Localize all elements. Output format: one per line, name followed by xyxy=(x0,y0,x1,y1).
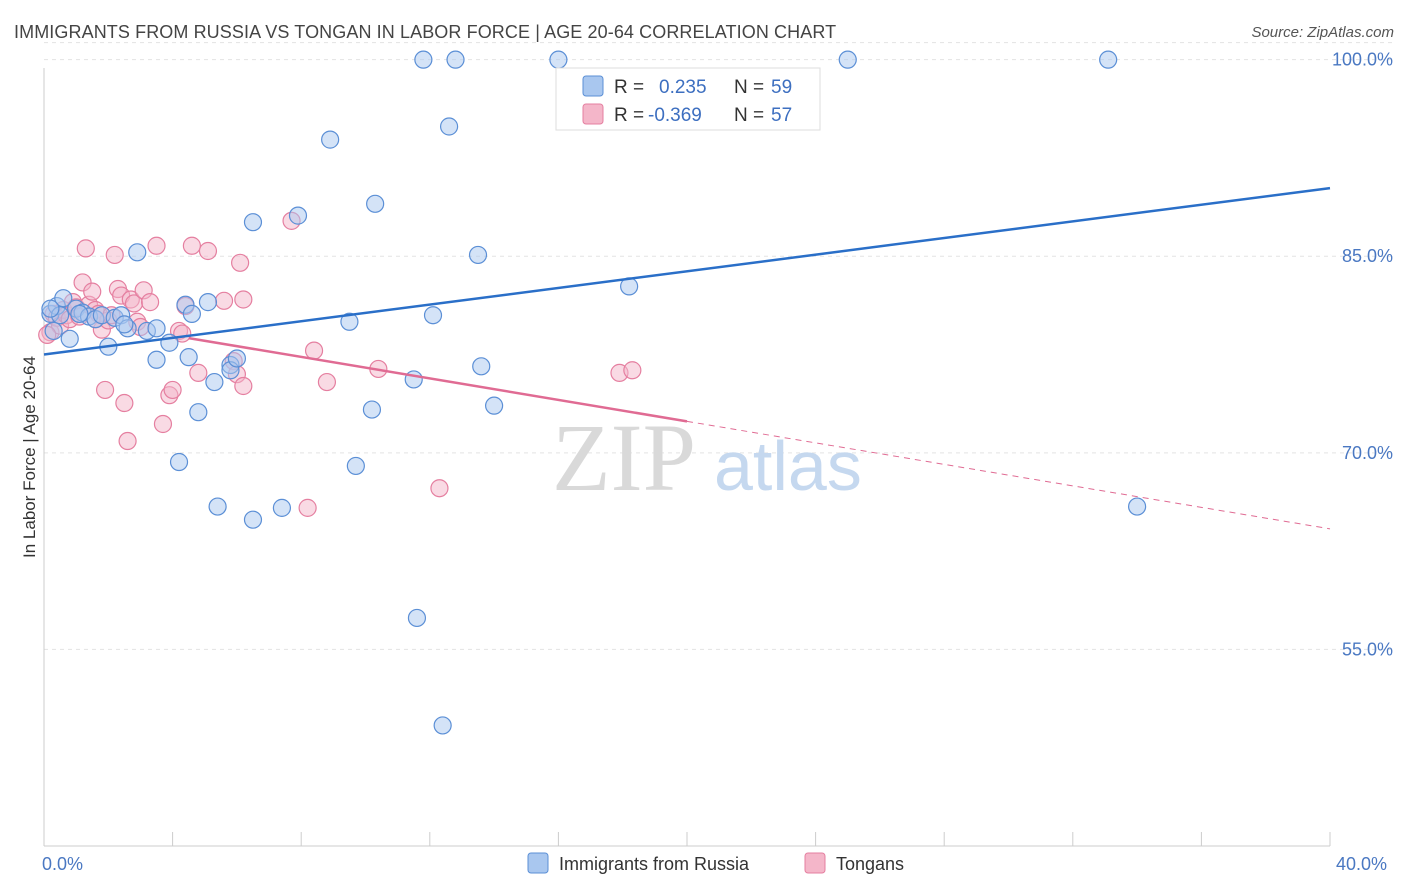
bottom-legend-swatch-russia xyxy=(527,852,549,874)
russia-point xyxy=(288,206,308,225)
bottom-legend: Immigrants from Russia Tongans xyxy=(527,852,904,874)
legend-r-label-tongan: R = xyxy=(614,105,644,126)
russia-point xyxy=(147,319,166,338)
tongan-point xyxy=(182,236,201,255)
russia-point xyxy=(439,117,459,136)
russia-point xyxy=(272,498,292,517)
x-ticks xyxy=(43,832,1331,846)
tongan-point xyxy=(234,376,253,396)
watermark-zip: ZIP xyxy=(552,404,696,511)
russia-point xyxy=(1099,50,1118,69)
tongan-point xyxy=(304,341,324,360)
tongan-point xyxy=(198,241,218,261)
y-tick-label: 85.0% xyxy=(1342,246,1393,266)
legend-n-label-tongan: N = xyxy=(734,105,764,126)
y-axis-label: In Labor Force | Age 20-64 xyxy=(20,356,39,558)
russia-point xyxy=(433,716,452,735)
legend-swatch-russia xyxy=(582,75,604,97)
legend-n-value-tongan: 57 xyxy=(771,105,792,126)
tongan-point xyxy=(214,291,234,310)
russia-point xyxy=(838,50,857,69)
tongan-point xyxy=(153,414,173,434)
russia-point xyxy=(70,304,89,324)
x-tick-label-max: 40.0% xyxy=(1336,854,1387,874)
gridlines xyxy=(44,42,1394,650)
russia-point xyxy=(243,510,263,529)
russia-point xyxy=(549,50,568,69)
russia-point xyxy=(169,452,189,472)
tongan-point xyxy=(234,290,253,309)
legend-swatch-tongan xyxy=(582,103,604,125)
tongan-point xyxy=(83,282,102,301)
tongan-point xyxy=(317,372,337,392)
tongan-point xyxy=(115,393,134,413)
watermark-atlas: atlas xyxy=(714,427,862,505)
russia-point xyxy=(407,608,427,628)
tongan-point xyxy=(118,431,137,451)
tongan-point xyxy=(231,253,250,272)
russia-point xyxy=(423,306,443,325)
russia-point xyxy=(182,304,201,324)
tongan-point xyxy=(189,363,208,382)
russia-point xyxy=(44,321,63,341)
tongan-point xyxy=(430,479,449,498)
russia-point xyxy=(472,357,491,376)
legend-r-value-tongan: -0.369 xyxy=(648,105,702,126)
russia-point xyxy=(414,50,433,69)
russia-point xyxy=(446,50,465,69)
tongan-point xyxy=(163,380,182,400)
tongan-point xyxy=(147,236,166,255)
tongan-point xyxy=(95,380,115,400)
y-tick-labels: 55.0% 70.0% 85.0% 100.0% xyxy=(1332,50,1393,660)
russia-point xyxy=(128,243,147,262)
legend-n-label-russia: N = xyxy=(734,77,764,98)
russia-point xyxy=(468,245,488,265)
russia-point xyxy=(346,456,365,476)
bottom-legend-swatch-tongan xyxy=(804,852,826,874)
russia-point xyxy=(205,372,224,392)
y-tick-label: 55.0% xyxy=(1342,639,1393,659)
russia-point xyxy=(1127,497,1147,516)
russia-point xyxy=(208,497,227,516)
x-tick-label-min: 0.0% xyxy=(42,854,83,874)
russia-point xyxy=(366,194,385,213)
tongan-point xyxy=(623,361,642,380)
russia-point xyxy=(243,213,263,232)
russia-point xyxy=(189,403,208,422)
y-tick-label: 70.0% xyxy=(1342,443,1393,463)
tongan-trend-line-extension xyxy=(686,420,1331,530)
russia-trend-line xyxy=(43,186,1331,356)
legend-r-value-russia: 0.235 xyxy=(659,77,707,98)
legend-n-value-russia: 59 xyxy=(771,77,792,98)
legend: R = 0.235 N = 59 R = -0.369 N = 57 xyxy=(555,67,821,131)
tongan-point xyxy=(298,498,317,517)
russia-point xyxy=(362,400,382,419)
russia-point xyxy=(227,349,246,368)
russia-point xyxy=(198,293,218,312)
russia-point xyxy=(54,289,73,308)
tongan-point xyxy=(76,239,95,258)
chart-title: IMMIGRANTS FROM RUSSIA VS TONGAN IN LABO… xyxy=(14,22,837,42)
russia-point xyxy=(340,312,359,331)
russia-point xyxy=(60,329,79,348)
russia-point xyxy=(41,299,60,318)
legend-r-label-russia: R = xyxy=(614,77,644,98)
russia-point xyxy=(321,130,340,149)
tongan-trend-line xyxy=(188,336,688,423)
y-tick-label: 100.0% xyxy=(1332,50,1393,70)
source-label: Source: ZipAtlas.com xyxy=(1251,24,1394,41)
tongan-point xyxy=(140,293,160,312)
russia-point xyxy=(115,315,134,334)
russia-point xyxy=(179,348,198,367)
bottom-legend-label-russia: Immigrants from Russia xyxy=(559,854,750,874)
trend-lines xyxy=(43,186,1331,530)
russia-points xyxy=(41,50,1147,735)
bottom-legend-label-tongan: Tongans xyxy=(836,854,904,874)
russia-point xyxy=(147,350,166,369)
russia-point xyxy=(485,396,504,415)
tongan-point xyxy=(105,245,124,265)
